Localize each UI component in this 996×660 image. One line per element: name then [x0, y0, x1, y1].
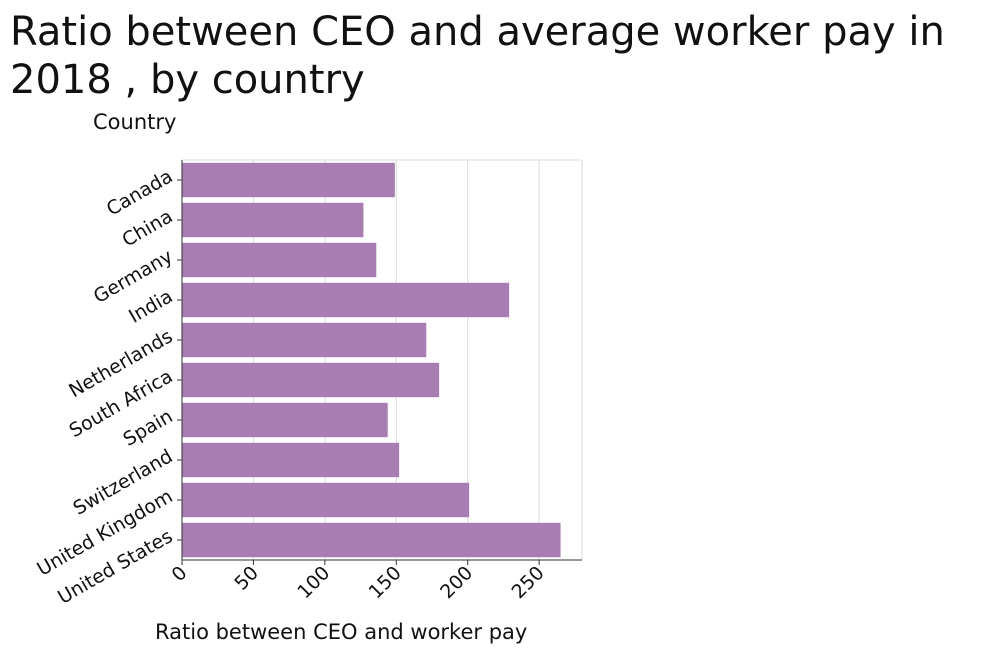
y-tick-label: India — [125, 285, 176, 327]
x-tick-label: 250 — [507, 562, 548, 603]
x-tick-label: 200 — [436, 562, 477, 603]
x-tick-label: 0 — [167, 562, 191, 586]
axes — [177, 160, 582, 565]
bar — [182, 362, 440, 398]
bar — [182, 202, 364, 238]
bar — [182, 442, 400, 478]
y-axis-label: Country — [93, 110, 177, 134]
x-tick-label: 150 — [365, 562, 406, 603]
bars — [182, 162, 561, 558]
bar — [182, 522, 561, 558]
bar — [182, 482, 470, 518]
x-axis-label: Ratio between CEO and worker pay — [155, 620, 528, 644]
bar — [182, 322, 427, 358]
x-tick-label: 50 — [230, 562, 263, 595]
x-tick-label: 100 — [293, 562, 334, 603]
bar — [182, 162, 395, 198]
bar — [182, 242, 377, 278]
chart-title: Ratio between CEO and average worker pay… — [10, 9, 945, 103]
bar — [182, 282, 510, 318]
bar — [182, 402, 388, 438]
y-tick-labels: CanadaChinaGermanyIndiaNetherlandsSouth … — [33, 165, 176, 608]
x-tick-labels: 0 50 100 150 200 250 — [167, 562, 548, 603]
